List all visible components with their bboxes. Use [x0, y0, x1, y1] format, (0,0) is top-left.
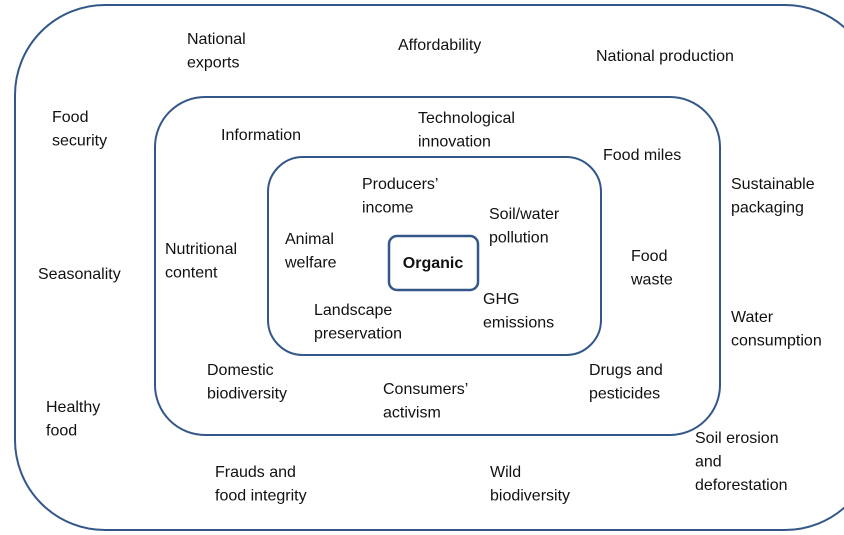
middle-label: Drugs and	[589, 362, 663, 379]
outer-label: Affordability	[398, 37, 481, 54]
inner-label: preservation	[314, 326, 402, 343]
outer-label: food integrity	[215, 488, 307, 505]
outer-label: Sustainable	[731, 176, 815, 193]
outer-label: Wild	[490, 464, 521, 481]
middle-label: activism	[383, 405, 441, 422]
outer-label: packaging	[731, 200, 804, 217]
outer-label: Soil erosion	[695, 430, 779, 447]
outer-label: security	[52, 133, 107, 150]
middle-label: content	[165, 265, 218, 282]
outer-label: Healthy	[46, 399, 100, 416]
middle-label: Nutritional	[165, 241, 237, 258]
inner-ring	[267, 156, 602, 356]
middle-label: Technological	[418, 110, 515, 127]
inner-label: Animal	[285, 231, 334, 248]
outer-label: exports	[187, 55, 239, 72]
outer-label: and	[695, 454, 722, 471]
middle-label: pesticides	[589, 386, 660, 403]
outer-label: consumption	[731, 333, 822, 350]
inner-label: pollution	[489, 230, 549, 247]
middle-label: Information	[221, 127, 301, 144]
center-label: Organic	[403, 255, 464, 272]
outer-label: National production	[596, 48, 734, 65]
outer-label: Water	[731, 309, 774, 326]
outer-label: Frauds and	[215, 464, 296, 481]
outer-label: biodiversity	[490, 488, 570, 505]
inner-label: Landscape	[314, 302, 392, 319]
inner-label: Soil/water	[489, 206, 560, 223]
outer-ring	[14, 4, 844, 531]
outer-label: National	[187, 31, 246, 48]
inner-label: welfare	[284, 255, 337, 272]
inner-label: income	[362, 200, 414, 217]
center-box	[387, 234, 480, 292]
middle-ring	[154, 96, 721, 436]
middle-label: innovation	[418, 134, 491, 151]
middle-label: Domestic	[207, 362, 274, 379]
outer-label: food	[46, 423, 77, 440]
middle-label: Food	[631, 248, 667, 265]
inner-label: GHG	[483, 291, 519, 308]
middle-label: waste	[630, 272, 673, 289]
inner-label: emissions	[483, 315, 554, 332]
middle-label: biodiversity	[207, 386, 287, 403]
inner-label: Producers’	[362, 176, 438, 193]
outer-label: deforestation	[695, 477, 788, 494]
outer-label: Food	[52, 109, 88, 126]
outer-label: Seasonality	[38, 266, 121, 283]
middle-label: Consumers’	[383, 381, 468, 398]
middle-label: Food miles	[603, 147, 681, 164]
